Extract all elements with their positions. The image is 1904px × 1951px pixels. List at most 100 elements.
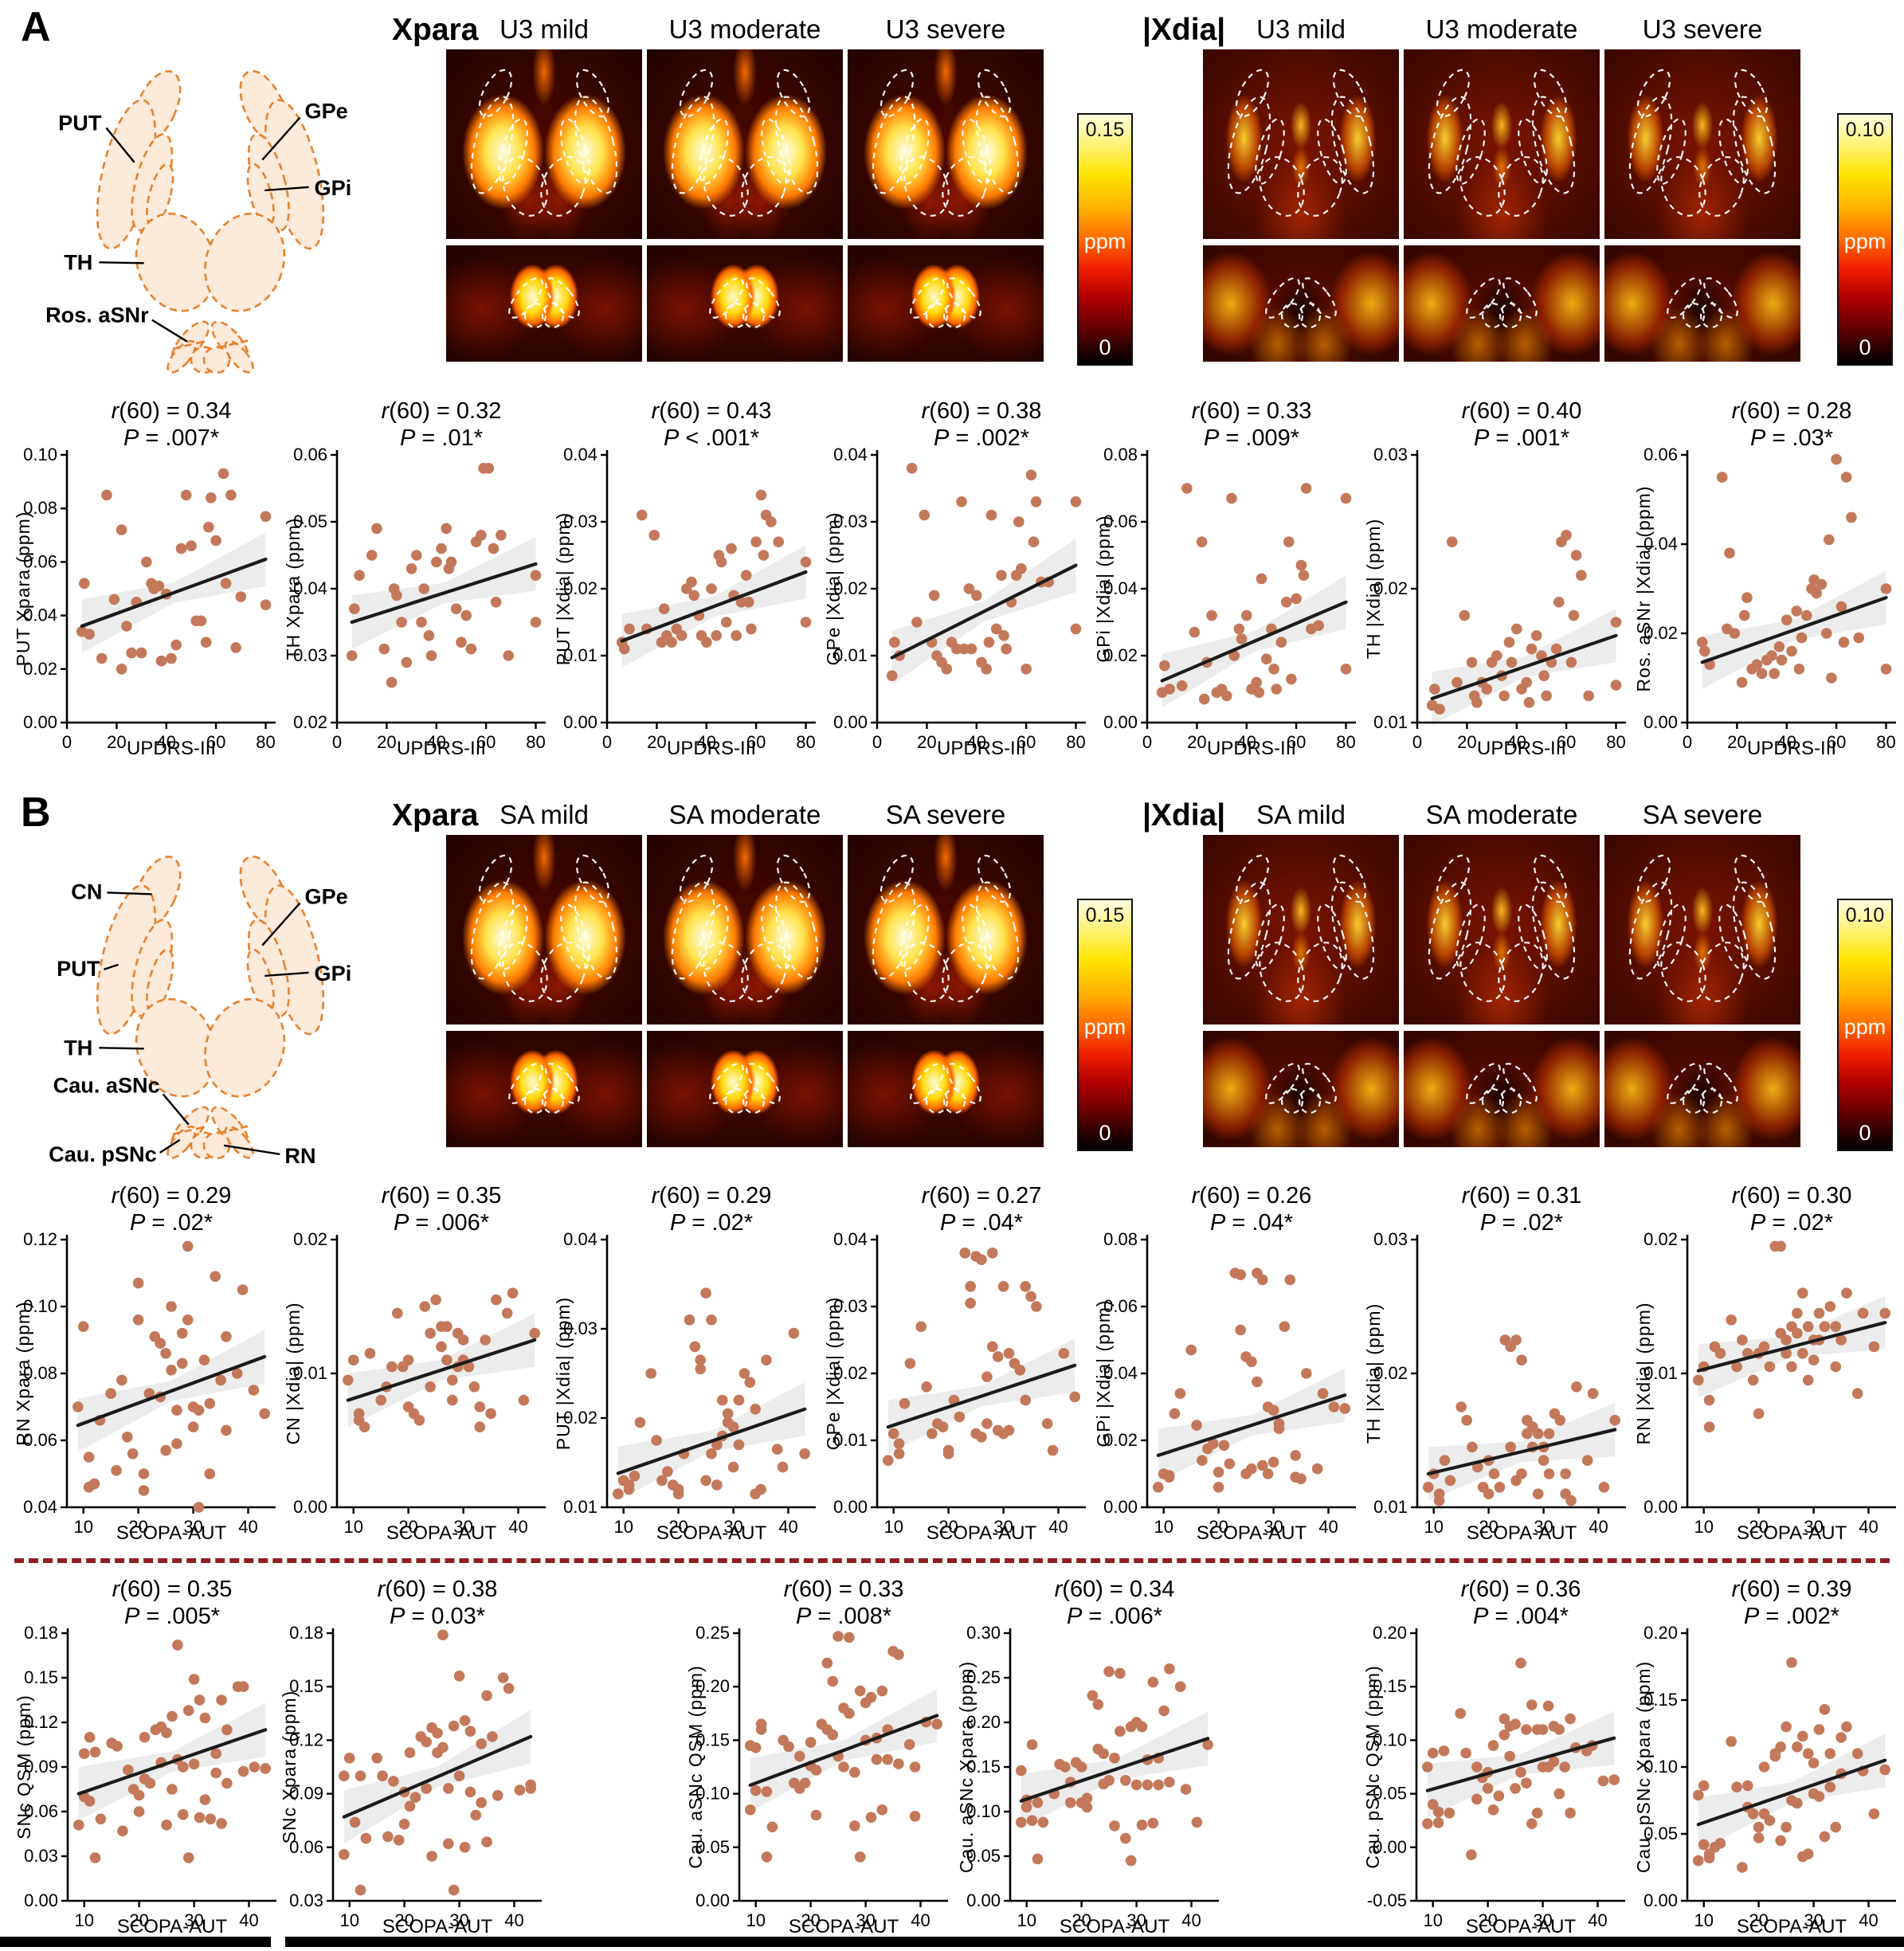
- y-tick-label: 0.08: [23, 498, 57, 518]
- data-point: [684, 1314, 695, 1326]
- data-point: [1328, 1401, 1340, 1412]
- roi-outline-overlay: [508, 277, 580, 329]
- data-point: [497, 1672, 509, 1683]
- data-point: [1427, 1747, 1439, 1759]
- data-point: [1560, 1468, 1571, 1479]
- data-point: [1769, 668, 1780, 680]
- data-point: [436, 1341, 447, 1353]
- data-point: [425, 1381, 436, 1393]
- data-point: [909, 1811, 921, 1822]
- data-point: [706, 1448, 717, 1459]
- data-point: [1819, 1704, 1831, 1715]
- data-point: [468, 1381, 480, 1393]
- data-point: [133, 1789, 145, 1801]
- panel-a-xdia-colorbar: 0.10 ppm 0: [1837, 113, 1893, 366]
- data-point: [981, 664, 992, 675]
- y-tick-label: 0.20: [1373, 1623, 1407, 1643]
- data-point: [530, 570, 542, 581]
- x-axis-label: SCOPA-AUT: [1466, 1916, 1577, 1937]
- scatter-plot-B4: r(60) = 0.27 P = .04* 10 20 30 40 0.00 0.01 0.02…: [823, 1179, 1094, 1553]
- scatter-title-r: r(60) = 0.38: [378, 1577, 498, 1602]
- data-point: [937, 1421, 949, 1432]
- data-point: [260, 599, 272, 610]
- y-tick-label: 0.04: [833, 445, 868, 464]
- y-axis-label: GPe |Xdia| (ppm): [826, 1297, 844, 1451]
- data-point: [1422, 1761, 1433, 1773]
- data-point: [715, 556, 727, 568]
- data-point: [1191, 1816, 1203, 1828]
- y-tick-label: 0.10: [695, 1784, 730, 1804]
- y-tick-label: 0.10: [23, 1296, 57, 1316]
- data-point: [108, 594, 120, 605]
- data-point: [676, 630, 688, 641]
- y-tick-label: 0.00: [833, 712, 868, 732]
- x-tick-label: 30: [1263, 1517, 1283, 1537]
- data-point: [1499, 1729, 1510, 1741]
- data-point: [1570, 550, 1582, 561]
- data-point: [1797, 1730, 1808, 1742]
- roi-outline-overlay: [910, 1063, 981, 1115]
- x-tick-label: 40: [911, 1910, 930, 1930]
- data-point: [810, 1765, 822, 1776]
- data-point: [700, 1475, 711, 1487]
- scatter-title-p: P = .04*: [1210, 1210, 1293, 1236]
- data-point: [1581, 1455, 1593, 1466]
- data-point: [1434, 703, 1445, 715]
- anatomy-label-asnc: Cau. aSNc: [53, 1073, 160, 1098]
- data-point: [1737, 1334, 1748, 1346]
- scatter-plot-C3: r(60) = 0.33 P = .008* 10 20 30 40 0.00 0.05 0.1…: [685, 1573, 956, 1947]
- data-point: [711, 1439, 723, 1451]
- data-point: [1020, 1394, 1031, 1406]
- data-point: [965, 1281, 976, 1292]
- data-point: [1069, 1391, 1080, 1403]
- data-point: [1835, 601, 1847, 613]
- y-tick-label: 0.02: [293, 1229, 327, 1249]
- x-tick-label: 60: [206, 732, 225, 752]
- x-tick-label: 30: [1534, 1517, 1553, 1537]
- data-point: [1466, 1849, 1477, 1860]
- data-point: [481, 1836, 492, 1847]
- data-point: [1246, 1356, 1257, 1368]
- data-point: [1026, 1815, 1038, 1826]
- data-point: [1841, 1721, 1852, 1733]
- data-point: [1550, 643, 1562, 655]
- data-point: [810, 1809, 822, 1821]
- scatter-title-p: P = .006*: [394, 1210, 489, 1236]
- data-point: [931, 1718, 942, 1730]
- y-tick-label: 0.02: [1103, 645, 1138, 665]
- y-axis-label: GPi |Xdia| (ppm): [1096, 515, 1114, 662]
- data-point: [375, 1394, 386, 1406]
- data-point: [216, 1818, 227, 1829]
- data-point: [96, 652, 108, 664]
- data-point: [1283, 536, 1295, 547]
- x-tick-label: 30: [1533, 1910, 1552, 1930]
- data-point: [1609, 1415, 1620, 1426]
- data-point: [1742, 1780, 1753, 1792]
- data-point: [1879, 1764, 1890, 1776]
- x-tick-label: 40: [504, 1910, 523, 1930]
- data-point: [1189, 626, 1201, 638]
- data-point: [750, 1784, 762, 1796]
- data-point: [217, 468, 229, 480]
- data-point: [1824, 1781, 1836, 1792]
- data-point: [456, 637, 467, 648]
- data-point: [1751, 659, 1763, 670]
- y-axis-label: Cau. pSNc Xpara (ppm): [1636, 1661, 1654, 1873]
- data-point: [470, 1809, 482, 1821]
- data-point: [460, 609, 472, 621]
- data-point: [419, 1301, 431, 1312]
- x-tick-label: 60: [1287, 732, 1306, 752]
- heatmap-axial-a-xdia-1: [1404, 49, 1600, 239]
- y-tick-label: 0.04: [563, 445, 597, 464]
- data-point: [437, 1629, 449, 1640]
- data-point: [441, 1354, 452, 1365]
- y-tick-label: 0.03: [289, 1890, 323, 1910]
- bottom-rule-right: [285, 1937, 1904, 1947]
- data-point: [876, 1685, 888, 1697]
- data-point: [476, 530, 487, 541]
- x-axis-label: SCOPA-AUT: [1197, 1522, 1307, 1544]
- scatter-plot-svg: r(60) = 0.32P = .01* 0 20 40 60 80 0.02 0.03 0.0…: [283, 398, 546, 759]
- data-point: [1526, 1699, 1538, 1710]
- data-point: [983, 637, 995, 648]
- y-tick-label: 0.06: [289, 1837, 323, 1857]
